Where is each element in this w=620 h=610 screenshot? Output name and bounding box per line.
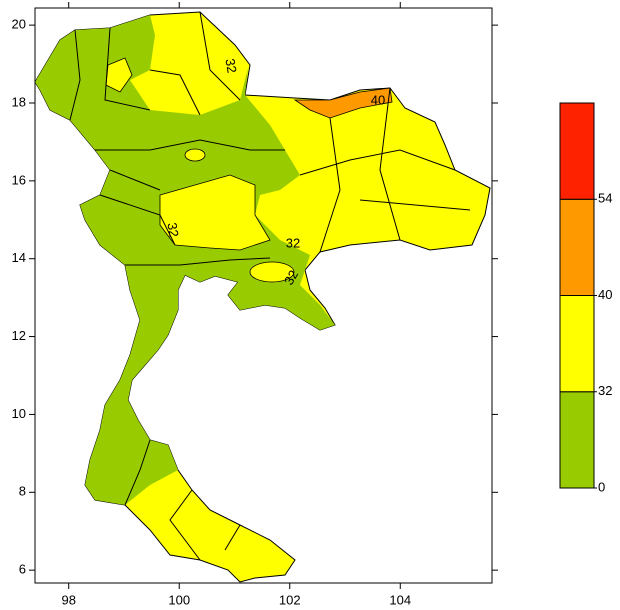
contour-label: 32 <box>222 57 239 74</box>
colorbar-band <box>559 198 595 296</box>
contour-label: 40 <box>371 92 385 107</box>
colorbar-band <box>559 295 595 393</box>
region-orange <box>293 87 393 119</box>
y-tick-label: 6 <box>19 562 26 577</box>
x-tick-label: 104 <box>389 592 411 607</box>
colorbar-tick-label: 54 <box>598 191 612 206</box>
contour-label: 32 <box>281 267 301 287</box>
y-tick-label: 8 <box>19 484 26 499</box>
x-tick-label: 100 <box>168 592 190 607</box>
plot-frame <box>34 7 493 584</box>
colorbar-tick-label: 0 <box>598 479 605 494</box>
x-tick-label: 98 <box>61 592 75 607</box>
y-tick-label: 18 <box>12 94 26 109</box>
colorbar: 0 32 40 54 <box>559 102 612 494</box>
contour-label: 32 <box>164 221 181 238</box>
region-yellow-central <box>159 174 271 251</box>
y-tick-label: 12 <box>12 328 26 343</box>
region-yellow-east <box>249 261 295 283</box>
axes: 98 100 102 104 6 8 10 12 14 16 18 20 <box>12 2 498 607</box>
y-tick-label: 20 <box>12 17 26 32</box>
region-yellow-small <box>184 148 206 162</box>
map-body <box>34 11 491 583</box>
y-tick-label: 14 <box>12 250 26 265</box>
colorbar-band <box>559 102 595 200</box>
colorbar-tick-label: 40 <box>598 287 612 302</box>
province-borders <box>69 11 471 561</box>
colorbar-tick-label: 32 <box>598 383 612 398</box>
colorbar-band <box>559 391 595 489</box>
contour-label: 32 <box>286 235 300 250</box>
x-tick-label: 102 <box>279 592 301 607</box>
y-tick-label: 16 <box>12 172 26 187</box>
region-green <box>35 15 335 505</box>
y-tick-label: 10 <box>12 406 26 421</box>
